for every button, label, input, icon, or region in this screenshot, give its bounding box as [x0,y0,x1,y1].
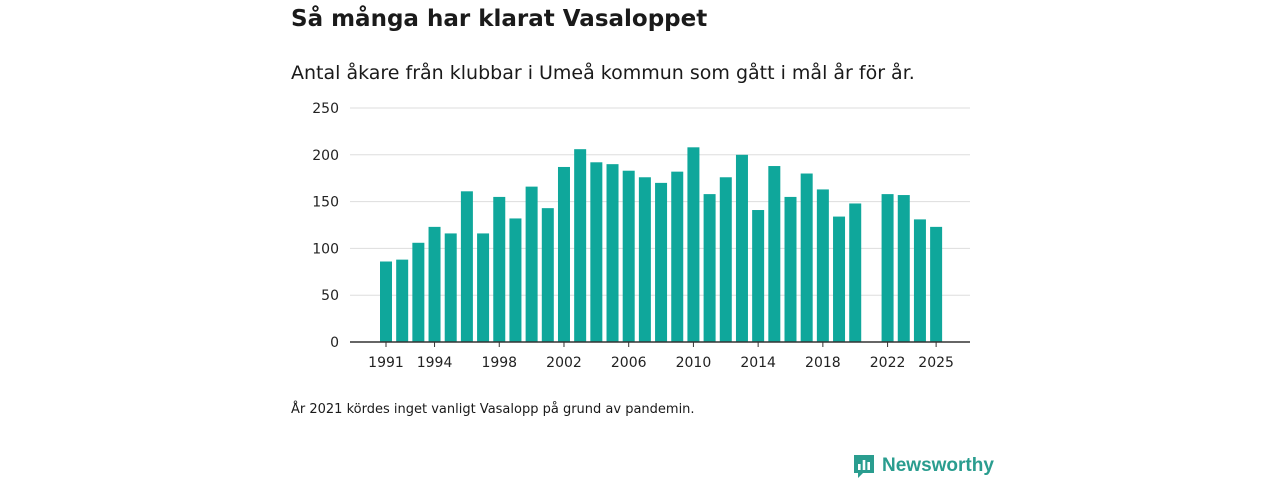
bar-1994 [428,226,441,342]
bar-2023 [897,195,910,342]
bar-2018 [816,189,829,342]
bar-2024 [913,219,926,342]
chart-subtitle: Antal åkare från klubbar i Umeå kommun s… [291,62,915,84]
bar-2012 [719,177,732,342]
bar-1996 [460,191,473,342]
bar-1998 [493,196,506,342]
x-tick-label: 2022 [870,355,906,371]
bar-1992 [396,259,409,342]
newsworthy-logo-icon [854,455,874,478]
bar-2019 [833,216,846,342]
bar-2010 [687,147,700,342]
bar-2002 [557,166,570,342]
bar-2003 [574,149,587,342]
y-tick-label: 0 [330,335,339,351]
bar-2025 [930,226,943,342]
y-tick-label: 150 [312,195,339,211]
bar-2005 [606,164,619,342]
bar-2015 [768,166,781,342]
x-tick-label: 1994 [417,355,453,371]
bar-1993 [412,242,425,342]
bar-2022 [881,194,894,342]
bar-2016 [784,196,797,342]
bar-1995 [444,233,457,342]
y-tick-label: 100 [312,241,339,257]
bar-2011 [703,194,716,342]
bar-1999 [509,218,522,342]
bar-2017 [800,173,813,342]
bar-2008 [655,182,668,342]
bar-2014 [752,210,765,342]
y-tick-label: 50 [321,288,339,304]
newsworthy-logo[interactable]: Newsworthy [852,453,994,479]
bar-1991 [380,261,392,342]
x-tick-label: 2018 [805,355,841,371]
y-tick-label: 200 [312,148,339,164]
bar-1997 [477,233,490,342]
bar-2000 [525,186,538,342]
bar-2001 [541,208,554,342]
x-tick-label: 2025 [918,355,954,371]
bar-2020 [849,203,862,342]
bar-2006 [622,170,635,342]
bar-2013 [735,154,748,342]
bar-2007 [638,177,651,342]
y-tick-label: 250 [312,101,339,117]
x-tick-label: 2014 [740,355,776,371]
x-tick-label: 2006 [611,355,647,371]
x-tick-label: 1998 [481,355,517,371]
bars [380,147,943,342]
footnote: År 2021 kördes inget vanligt Vasalopp på… [291,402,695,417]
x-tick-label: 2002 [546,355,582,371]
chart-title: Så många har klarat Vasaloppet [291,6,708,32]
bar-2004 [590,162,603,342]
x-tick-label: 1991 [368,355,404,371]
bar-2009 [671,171,684,342]
x-tick-label: 2010 [676,355,712,371]
axes: 0 50 100 150 200 250 1991 1994 1998 2002 2006 2010 2… [312,101,970,371]
brand-name: Newsworthy [882,455,994,476]
